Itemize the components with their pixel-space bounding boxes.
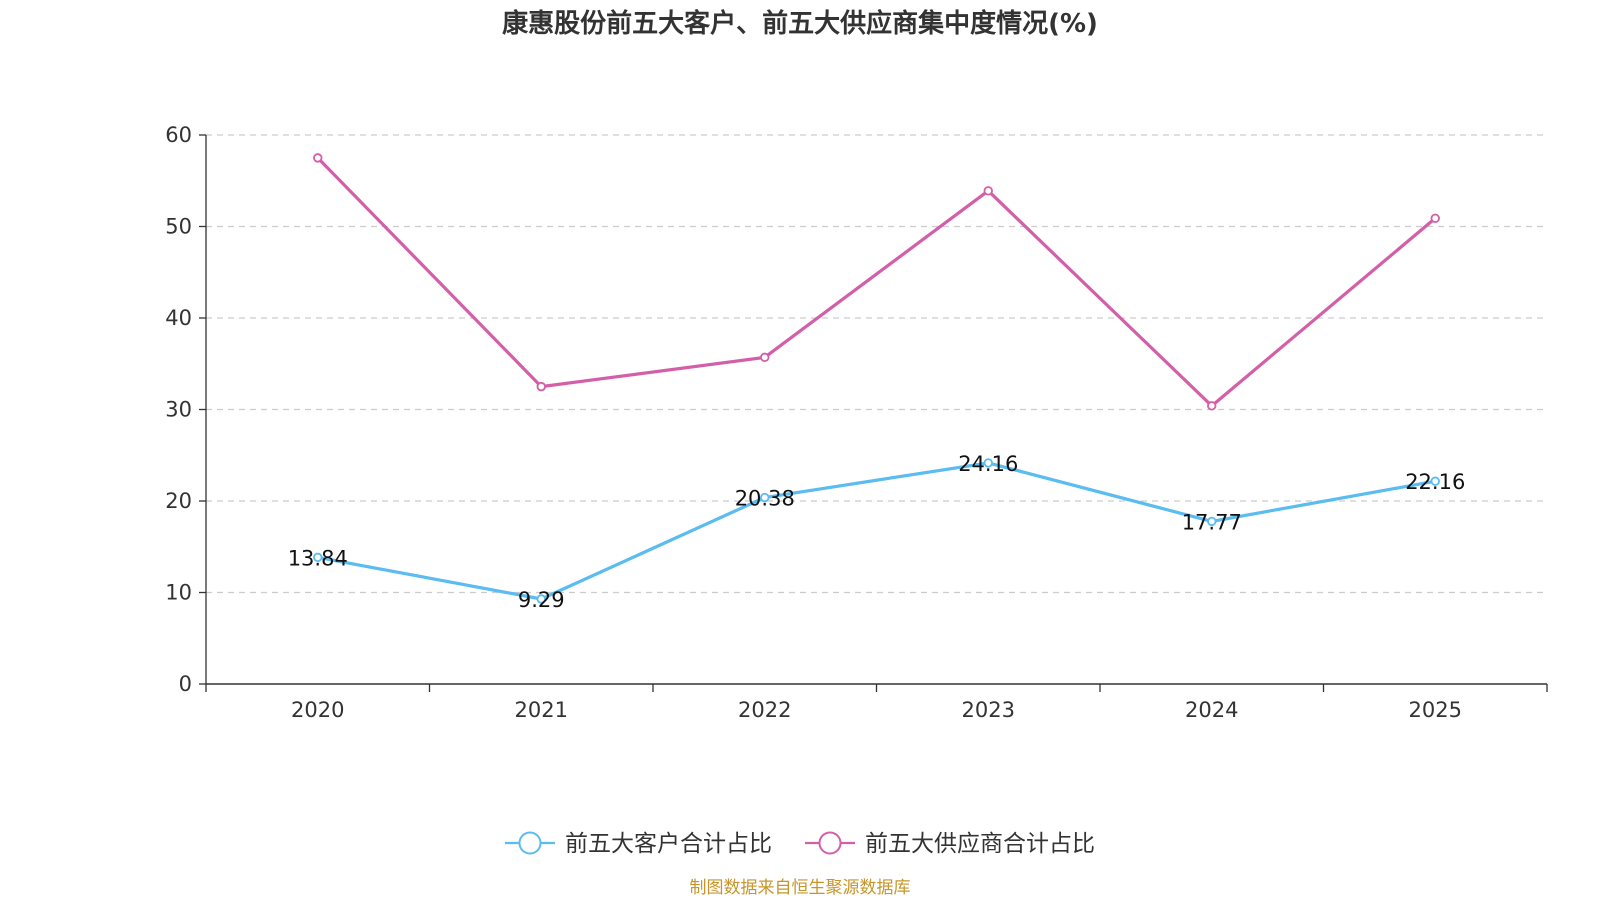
data-label: 13.84 (288, 546, 348, 570)
data-point (760, 352, 770, 363)
data-label: 9.29 (518, 588, 565, 612)
x-tick-label: 2023 (962, 698, 1015, 722)
data-point (760, 492, 770, 503)
series-line-1 (317, 461, 1436, 601)
x-tick-label: 2024 (1185, 698, 1238, 722)
chart-title: 康惠股份前五大客户、前五大供应商集中度情况(%) (502, 8, 1098, 39)
axes: 0 10 20 30 40 50 60 2020 2021 2022 2023 2024 2025 (165, 123, 1548, 722)
legend: 前五大客户合计占比 前五大供应商合计占比 (505, 831, 1095, 857)
data-label: 24.16 (958, 452, 1018, 476)
legend-label: 前五大供应商合计占比 (865, 831, 1095, 857)
data-point (983, 458, 993, 468)
x-tick-label: 2025 (1409, 698, 1462, 722)
data-point (536, 381, 546, 392)
source-note: 制图数据来自恒生聚源数据库 (690, 878, 911, 898)
data-label: 17.77 (1182, 510, 1242, 534)
x-tick-label: 2022 (738, 698, 791, 722)
y-tick-label: 40 (165, 306, 192, 330)
data-point (1207, 516, 1217, 527)
data-point (1430, 476, 1440, 486)
legend-label: 前五大客户合计占比 (565, 831, 772, 857)
legend-marker (818, 831, 842, 855)
legend-marker (518, 831, 542, 855)
data-labels: 13.84 9.29 20.38 24.16 17.77 22.16 (288, 452, 1466, 612)
data-point (313, 153, 323, 163)
data-point (1430, 213, 1440, 223)
y-tick-label: 50 (165, 215, 192, 239)
data-label: 20.38 (735, 487, 795, 511)
x-tick-label: 2021 (515, 698, 568, 722)
series-line-2 (316, 156, 1437, 408)
y-tick-label: 60 (165, 123, 192, 147)
data-point (1207, 401, 1217, 411)
data-point (536, 594, 546, 604)
data-point (313, 552, 323, 563)
y-tick-label: 0 (179, 672, 192, 696)
gridlines (206, 134, 1547, 594)
y-tick-label: 30 (165, 398, 192, 422)
data-label: 22.16 (1405, 470, 1465, 494)
data-point (983, 186, 993, 196)
y-tick-label: 20 (165, 489, 192, 513)
x-tick-label: 2020 (291, 698, 344, 722)
series-lines (313, 153, 1440, 604)
y-tick-label: 10 (165, 581, 192, 605)
